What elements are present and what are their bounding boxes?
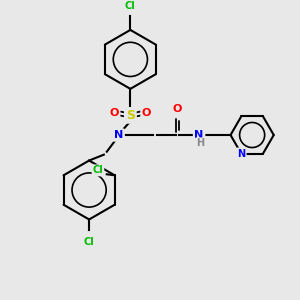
Text: O: O	[141, 108, 151, 118]
Text: O: O	[173, 104, 182, 114]
Text: Cl: Cl	[84, 237, 94, 247]
Text: H: H	[196, 138, 204, 148]
Text: Cl: Cl	[93, 165, 103, 176]
Text: N: N	[114, 130, 123, 140]
Text: O: O	[110, 108, 119, 118]
Text: S: S	[126, 109, 135, 122]
Text: Cl: Cl	[125, 1, 136, 11]
Text: N: N	[237, 149, 245, 159]
Text: N: N	[194, 130, 204, 140]
